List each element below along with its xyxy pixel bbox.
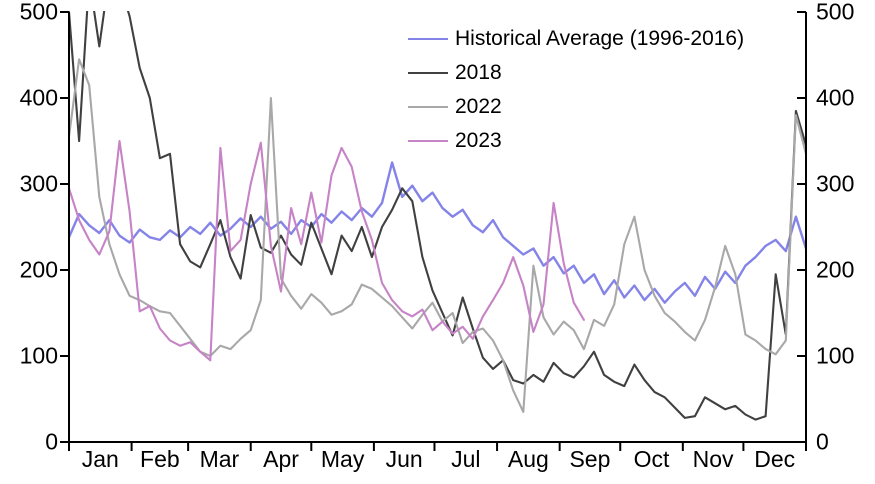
legend-item: Historical Average (1996-2016) (408, 22, 744, 56)
legend-label: 2018 (455, 61, 502, 84)
y-tick-label-left: 0 (45, 428, 58, 455)
y-tick-label-right: 300 (816, 170, 855, 197)
month-label-feb: Feb (140, 446, 180, 472)
legend-swatch (408, 140, 448, 142)
series-line-historical-average-1996-2016- (69, 161, 806, 304)
legend-swatch (408, 106, 448, 108)
legend-label: 2022 (455, 95, 502, 118)
series-line-2023 (69, 139, 585, 362)
y-tick-label-right: 100 (816, 342, 855, 369)
legend-label: Historical Average (1996-2016) (455, 27, 745, 50)
series-line-2022 (69, 58, 806, 413)
y-tick-label-left: 200 (19, 256, 58, 283)
y-tick-label-right: 500 (816, 0, 855, 25)
month-label-oct: Oct (633, 446, 670, 472)
month-label-aug: Aug (507, 446, 549, 472)
y-tick-label-left: 300 (19, 170, 58, 197)
y-tick-label-left: 400 (19, 84, 58, 111)
legend-item: 2022 (408, 90, 744, 124)
month-label-nov: Nov (692, 446, 734, 472)
chart-legend: Historical Average (1996-2016) 2018 2022 20… (408, 22, 744, 158)
month-label-mar: Mar (199, 446, 240, 472)
month-label-jan: Jan (81, 446, 119, 472)
legend-swatch (408, 38, 448, 40)
month-label-dec: Dec (754, 446, 796, 472)
month-label-sep: Sep (569, 446, 611, 472)
y-tick-label-right: 400 (816, 84, 855, 111)
month-label-jun: Jun (385, 446, 423, 472)
series-line-2018 (69, 11, 806, 421)
legend-swatch (408, 72, 448, 74)
y-tick-label-left: 100 (19, 342, 58, 369)
y-tick-label-left: 500 (19, 0, 58, 25)
y-tick-label-right: 0 (816, 428, 829, 455)
legend-item: 2023 (408, 124, 744, 158)
legend-item: 2018 (408, 56, 744, 90)
month-label-may: May (320, 446, 365, 472)
month-label-apr: Apr (263, 446, 299, 472)
month-label-jul: Jul (451, 446, 481, 472)
y-tick-label-right: 200 (816, 256, 855, 283)
legend-label: 2023 (455, 129, 502, 152)
